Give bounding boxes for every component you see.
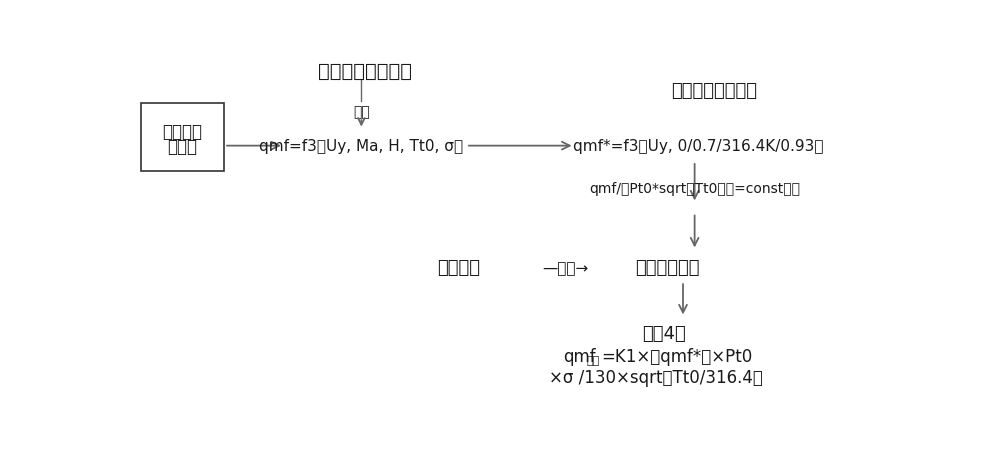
- Text: qmf: qmf: [563, 347, 596, 365]
- Text: 数学模型: 数学模型: [437, 259, 480, 276]
- Text: —修正→: —修正→: [542, 260, 588, 275]
- Text: 标准状态试验数据: 标准状态试验数据: [318, 61, 412, 80]
- Text: qmf*=f3（Uy, 0/0.7/316.4K/0.93）: qmf*=f3（Uy, 0/0.7/316.4K/0.93）: [573, 139, 824, 154]
- Text: =K1×（qmf*）×Pt0: =K1×（qmf*）×Pt0: [602, 347, 753, 365]
- Text: 标准状态简化模型: 标准状态简化模型: [671, 82, 757, 100]
- Text: qmf=f3（Uy, Ma, H, Tt0, σ）: qmf=f3（Uy, Ma, H, Tt0, σ）: [259, 139, 463, 154]
- Bar: [140, 104, 224, 172]
- Text: 飞行状态供油: 飞行状态供油: [635, 259, 700, 276]
- Text: 发动机数: 发动机数: [162, 123, 202, 141]
- Text: 学模型: 学模型: [167, 138, 197, 156]
- Text: 修正: 修正: [353, 105, 370, 119]
- Text: 式（4）: 式（4）: [642, 324, 686, 342]
- Text: ×σ /130×sqrt（Tt0/316.4）: ×σ /130×sqrt（Tt0/316.4）: [549, 368, 763, 386]
- Text: qmf/（Pt0*sqrt（Tt0））=const换算: qmf/（Pt0*sqrt（Tt0））=const换算: [589, 182, 800, 196]
- Text: 飞行: 飞行: [586, 356, 599, 366]
